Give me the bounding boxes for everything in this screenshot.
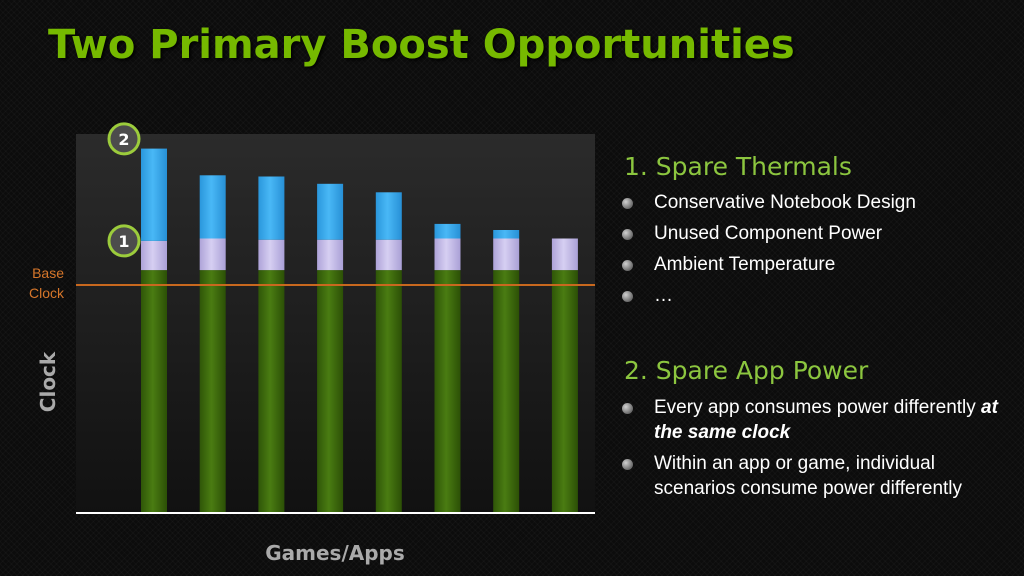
- base-clock-segment: [434, 270, 461, 513]
- bullet-item: Ambient Temperature: [622, 252, 916, 277]
- base-clock-segment: [551, 270, 578, 513]
- power-boost-segment: [258, 176, 285, 240]
- bullet-dot-icon: [622, 403, 633, 414]
- marker-circle: [107, 122, 141, 156]
- bullet-item: Every app consumes power differently at …: [622, 395, 1017, 445]
- marker-badge: 1: [107, 224, 141, 258]
- thermal-boost-segment: [551, 238, 578, 271]
- power-boost-segment: [375, 192, 402, 240]
- y-axis-label: Clock: [36, 351, 60, 412]
- power-boost-segment: [434, 223, 461, 239]
- base-clock-segment: [141, 270, 167, 513]
- marker-label: 1: [118, 232, 129, 251]
- power-boost-segment: [199, 175, 226, 239]
- bullet-item: Conservative Notebook Design: [622, 190, 916, 215]
- emphasis-text: at the same clock: [654, 397, 998, 443]
- power-boost-segment: [493, 230, 520, 239]
- bullet-item: Within an app or game, individual scenar…: [622, 451, 1017, 501]
- base-clock-segment: [258, 270, 285, 513]
- thermal-boost-segment: [199, 238, 226, 271]
- base-clock-label-line2: Clock: [29, 285, 65, 301]
- marker-badge: 2: [107, 122, 141, 156]
- base-clock-segment: [493, 270, 520, 513]
- thermal-boost-segment: [141, 240, 167, 271]
- base-clock-segment: [375, 270, 402, 513]
- base-clock-segment: [317, 270, 344, 513]
- thermal-boost-segment: [258, 239, 285, 271]
- thermal-boost-segment: [493, 238, 520, 271]
- thermal-boost-segment: [434, 238, 461, 271]
- section-heading-spare-app-power: 2. Spare App Power: [624, 356, 869, 385]
- bullet-dot-icon: [622, 229, 633, 240]
- x-axis-label: Games/Apps: [265, 541, 405, 565]
- section-heading-spare-thermals: 1. Spare Thermals: [624, 152, 852, 181]
- bullet-dot-icon: [622, 260, 633, 271]
- bullet-item: Unused Component Power: [622, 221, 916, 246]
- power-boost-segment: [141, 148, 167, 241]
- base-clock-label-line1: Base: [32, 265, 64, 281]
- spare-thermals-list: Conservative Notebook Design Unused Comp…: [622, 190, 916, 314]
- bullet-dot-icon: [622, 459, 633, 470]
- bullet-item: …: [622, 283, 916, 308]
- marker-circle: [107, 224, 141, 258]
- slide-title: Two Primary Boost Opportunities: [48, 22, 795, 68]
- thermal-boost-segment: [317, 239, 344, 271]
- marker-label: 2: [118, 130, 129, 149]
- spare-app-power-list: Every app consumes power differently at …: [622, 395, 1017, 507]
- bullet-dot-icon: [622, 291, 633, 302]
- base-clock-segment: [199, 270, 226, 513]
- bullet-dot-icon: [622, 198, 633, 209]
- thermal-boost-segment: [375, 239, 402, 271]
- power-boost-segment: [317, 183, 344, 240]
